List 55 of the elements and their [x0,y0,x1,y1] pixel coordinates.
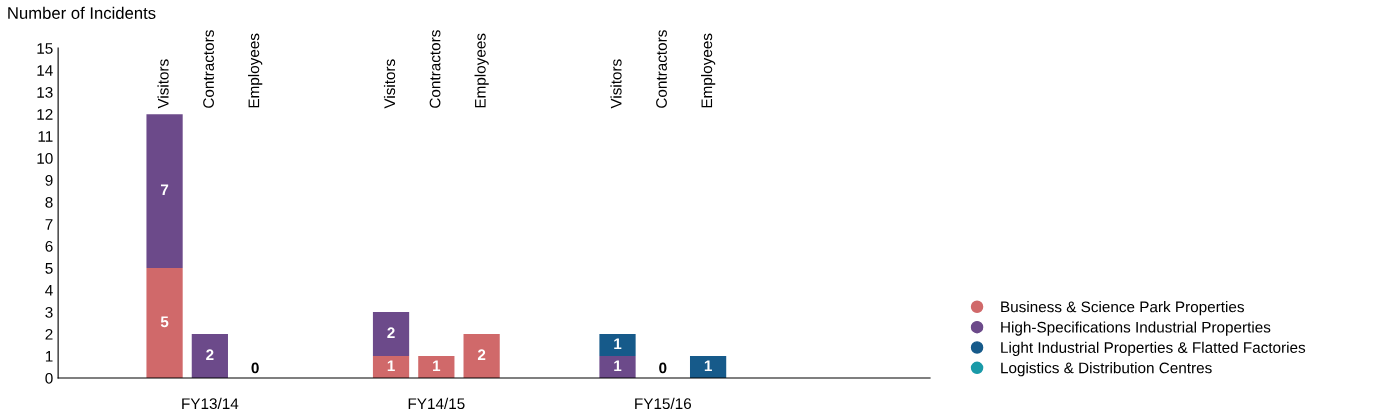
y-tick-label: 15 [37,43,53,54]
y-tick-label: 14 [37,65,53,76]
text: FY14/15 [408,397,465,410]
x-tick-label: Employees [248,33,263,108]
x-tick-label: Contractors [429,30,441,108]
y-tick-label: 5 [45,263,53,274]
y-tick-label: 11 [38,131,53,142]
bar [146,114,183,269]
legend-label: High-Specifications Industrial Properties [1001,321,1271,336]
data-label: 5 [160,316,169,328]
y-tick-label: 13 [37,87,53,98]
data-label: 2 [387,327,395,339]
y-tick-label: 9 [45,174,53,186]
x-tick-label: Visitors [157,59,169,109]
legend-label: Logistics & Distribution Centres [1001,362,1212,377]
data-label: 2 [206,349,214,361]
data-label: 1 [387,360,395,372]
y-tick-label: 7 [45,219,53,230]
y-tick-label: 6 [45,240,53,252]
bar [372,312,410,357]
x-tick-label: Employees [474,33,489,108]
x-tick-label: Contractors [656,30,667,108]
bar [372,356,410,379]
y-tick-label: 1 [45,351,53,362]
data-label: 2 [477,349,486,361]
data-label: 1 [614,360,622,372]
bar [599,356,636,379]
y-tick-label: 3 [45,306,53,318]
bar [689,356,727,379]
x-tick-label: Visitors [610,59,622,109]
x-tick-label: Visitors [383,59,396,109]
bar [146,268,183,379]
legend-label: Light Industrial Properties & Flatted Factories [1001,341,1306,356]
data-label: 7 [160,184,169,196]
y-tick-label: 2 [45,328,53,340]
y-tick-label: 8 [45,196,53,208]
bar [418,356,455,379]
y-axis-title: Number of Incidents [8,6,156,19]
x-tick-label: Contractors [203,30,214,108]
y-tick-label: 4 [45,285,53,296]
legend-label: Business & Science Park Properties [1001,301,1244,316]
total-label: 0 [659,362,667,374]
bar [463,334,500,379]
bar [191,334,228,379]
data-label: 1 [614,338,622,350]
total-label: 0 [251,362,259,374]
bar [599,334,636,357]
text: FY13/14 [182,397,239,410]
y-tick-label: 10 [37,152,53,164]
x-tick-label: Employees [700,33,716,108]
y-tick-label: 12 [37,108,53,120]
text: FY15/16 [635,397,692,410]
y-tick-label: 0 [45,372,53,384]
data-label: 1 [433,360,441,372]
data-label: 1 [704,360,712,372]
